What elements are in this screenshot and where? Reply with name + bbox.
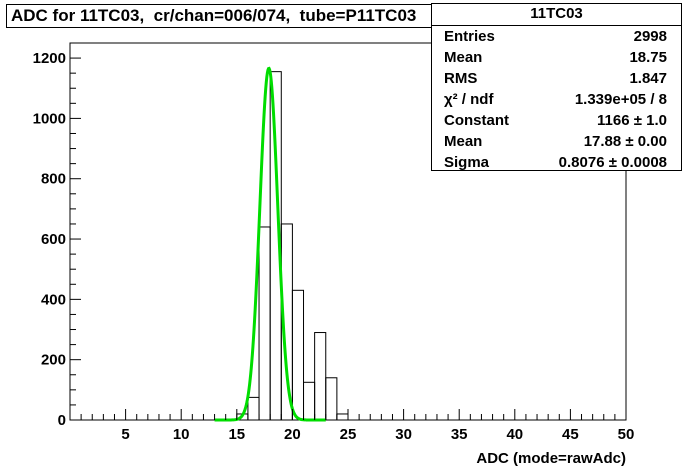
stats-value: 0.8076 ± 0.0008 <box>558 154 667 171</box>
stats-key: χ² / ndf <box>444 91 494 108</box>
histogram-bin <box>247 396 260 421</box>
y-tick-label: 0 <box>58 412 66 429</box>
stats-key: Constant <box>444 112 509 129</box>
stats-value: 18.75 <box>629 49 667 66</box>
histogram-bin <box>291 289 305 421</box>
stats-name: 11TC03 <box>432 4 681 26</box>
stats-key: Entries <box>444 28 495 45</box>
y-tick-label: 800 <box>41 171 66 188</box>
stats-row-chi2: χ² / ndf 1.339e+05 / 8 <box>432 89 681 110</box>
x-tick-label: 40 <box>506 426 523 443</box>
fit-curve <box>214 66 326 422</box>
stats-key: Mean <box>444 133 483 150</box>
x-tick-label: 50 <box>618 426 635 443</box>
histogram-bin <box>325 377 338 421</box>
x-tick-label: 15 <box>228 426 245 443</box>
stats-box: 11TC03 Entries 2998 Mean 18.75 RMS 1.847… <box>431 3 682 171</box>
stats-value: 2998 <box>633 28 667 45</box>
stats-row-sigma: Sigma 0.8076 ± 0.0008 <box>432 152 681 173</box>
stats-row-constant: Constant 1166 ± 1.0 <box>432 110 681 131</box>
stats-row-mean: Mean 18.75 <box>432 47 681 68</box>
x-tick-label: 10 <box>173 426 190 443</box>
y-tick-label: 400 <box>41 291 66 308</box>
stats-row-rms: RMS 1.847 <box>432 68 681 89</box>
stats-value: 1.847 <box>629 70 667 87</box>
x-tick-label: 20 <box>284 426 301 443</box>
y-tick-label: 200 <box>41 352 66 369</box>
stats-key: RMS <box>444 70 478 87</box>
stats-key: Mean <box>444 49 483 66</box>
histogram-bin <box>258 226 271 421</box>
y-axis: 0 200 400 600 800 1000 1200 <box>33 42 81 429</box>
y-tick-label: 1000 <box>33 110 66 127</box>
stats-row-entries: Entries 2998 <box>432 26 681 47</box>
stats-row-fit-mean: Mean 17.88 ± 0.00 <box>432 131 681 152</box>
x-tick-label: 5 <box>121 426 129 443</box>
stats-key: Sigma <box>444 154 490 171</box>
plot-title: ADC for 11TC03, cr/chan=006/074, tube=P1… <box>6 4 496 28</box>
gaussian-fit <box>214 66 326 422</box>
x-tick-label: 35 <box>451 426 468 443</box>
stats-value: 17.88 ± 0.00 <box>583 133 667 150</box>
histogram-bin <box>314 332 327 421</box>
x-axis-label: ADC (mode=rawAdc) <box>476 450 626 467</box>
x-axis: 5 10 15 20 25 30 35 40 45 50 <box>69 409 635 443</box>
histogram <box>236 71 349 421</box>
histogram-bin <box>336 413 349 421</box>
y-tick-label: 600 <box>41 231 66 248</box>
x-tick-label: 25 <box>340 426 357 443</box>
y-tick-label: 1200 <box>33 50 66 67</box>
stats-value: 1.339e+05 / 8 <box>574 91 667 108</box>
stats-value: 1166 ± 1.0 <box>597 112 667 129</box>
x-tick-label: 30 <box>395 426 412 443</box>
histogram-bin <box>303 381 316 421</box>
x-tick-label: 45 <box>562 426 579 443</box>
